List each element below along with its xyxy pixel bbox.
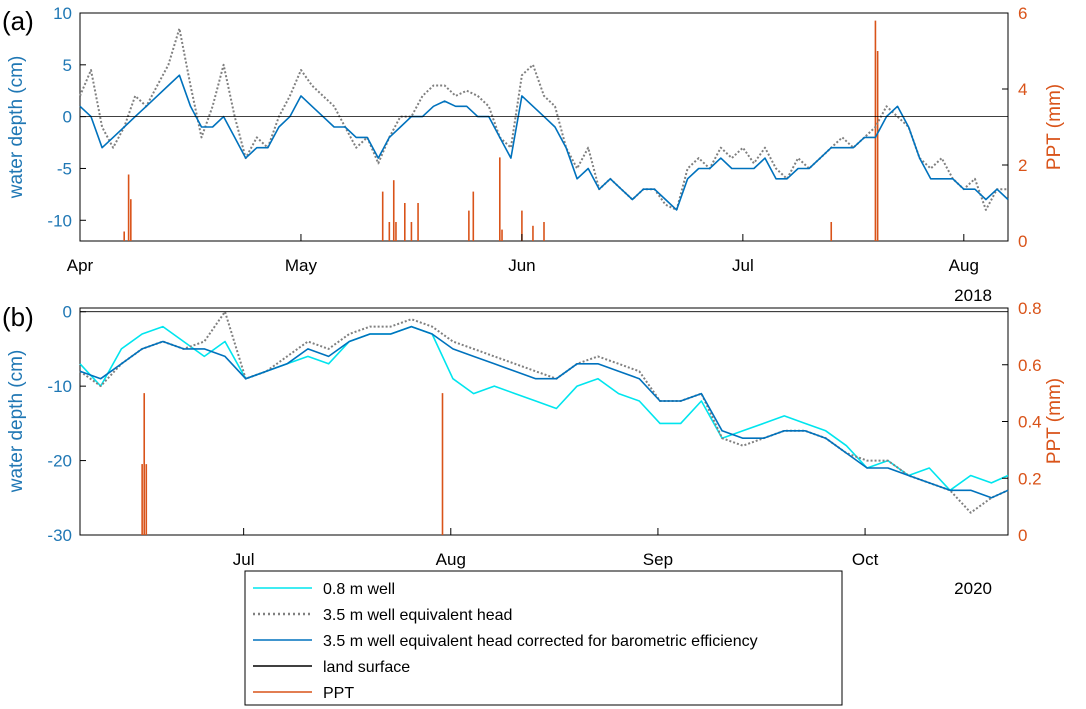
panel-a-xtick-label-0: Apr xyxy=(67,256,94,275)
panel-b-ytick-label-3: 0 xyxy=(63,303,72,322)
panel-b-series-2 xyxy=(79,325,1009,499)
panel-b-xtick-label-1: Aug xyxy=(436,550,466,569)
panel-a-ytick-label-4: 10 xyxy=(53,4,72,23)
panel-b-ytick-right-label-3: 0.6 xyxy=(1018,356,1042,375)
panel-a-right-axis-label: PPT (mm) xyxy=(1044,84,1065,170)
panel-a-year-label: 2018 xyxy=(954,286,992,305)
panel-b-series xyxy=(79,310,1009,535)
legend-label-4: PPT xyxy=(323,685,354,702)
panel-b-left-axis-label: water depth (cm) xyxy=(6,350,27,494)
legend-label-1: 3.5 m well equivalent head xyxy=(323,607,512,624)
panel-a-ytick-right-label-1: 2 xyxy=(1018,156,1027,175)
panel-a-ytick-label-0: -10 xyxy=(47,211,72,230)
panel-a-plot-frame xyxy=(79,12,1009,242)
panel-b-xtick-label-0: Jul xyxy=(233,550,255,569)
panel-b-ytick-right-label-0: 0 xyxy=(1018,526,1027,545)
panel-b-ticks: -30 -20 -10 0 0 0.2 0.4 0.6 0.8 Jul Aug Sep Oct xyxy=(47,299,1041,569)
panel-a-ytick-label-2: 0 xyxy=(63,108,72,127)
panel-b-plot-frame xyxy=(79,307,1009,536)
panel-b-ytick-right-label-4: 0.8 xyxy=(1018,299,1042,318)
panel-b-ytick-label-0: -30 xyxy=(47,526,72,545)
legend-label-2: 3.5 m well equivalent head corrected for… xyxy=(323,633,758,650)
legend: 0.8 m well 3.5 m well equivalent head 3.5 … xyxy=(244,570,843,706)
panel-b-ytick-right-label-1: 0.2 xyxy=(1018,469,1042,488)
panel-a-label: (a) xyxy=(2,6,34,36)
panel-a-ytick-label-1: -5 xyxy=(57,159,72,178)
panel-a-ytick-right-label-2: 4 xyxy=(1018,80,1027,99)
panel-b-year-label: 2020 xyxy=(954,579,992,598)
panel-b-right-axis-label: PPT (mm) xyxy=(1044,378,1065,464)
panel-b-xtick-label-2: Sep xyxy=(643,550,673,569)
panel-b-ytick-label-2: -10 xyxy=(47,377,72,396)
panel-b-series-0 xyxy=(79,325,1009,492)
panel-a-series-0 xyxy=(79,27,1008,211)
panel-a-left-axis-label: water depth (cm) xyxy=(6,56,27,200)
panel-a-xtick-label-3: Jul xyxy=(732,256,754,275)
panel-a-ytick-right-label-0: 0 xyxy=(1018,232,1027,251)
panel-a-xtick-label-4: Aug xyxy=(949,256,979,275)
panel-a-ticks: -10 -5 0 5 10 0 2 4 6 Apr May Jun Jul Aug xyxy=(47,4,1027,275)
panel-a-xtick-label-2: Jun xyxy=(508,256,535,275)
panel-a-xtick-label-1: May xyxy=(285,256,318,275)
panel-b-xtick-label-3: Oct xyxy=(852,550,879,569)
panel-b-ytick-right-label-2: 0.4 xyxy=(1018,413,1042,432)
panel-b-ytick-label-1: -20 xyxy=(47,452,72,471)
panel-a: (a) -10 -5 0 5 10 0 2 4 6 Apr May Jun Jul Aug water d… xyxy=(2,4,1065,305)
panel-b-label: (b) xyxy=(2,302,34,332)
legend-label-0: 0.8 m well xyxy=(323,581,395,598)
panel-b-series-1 xyxy=(79,310,1009,514)
panel-a-ytick-label-3: 5 xyxy=(63,56,72,75)
legend-box xyxy=(244,570,843,706)
panel-a-series xyxy=(79,20,1009,241)
legend-label-3: land surface xyxy=(323,659,410,676)
panel-a-ytick-right-label-3: 6 xyxy=(1018,4,1027,23)
